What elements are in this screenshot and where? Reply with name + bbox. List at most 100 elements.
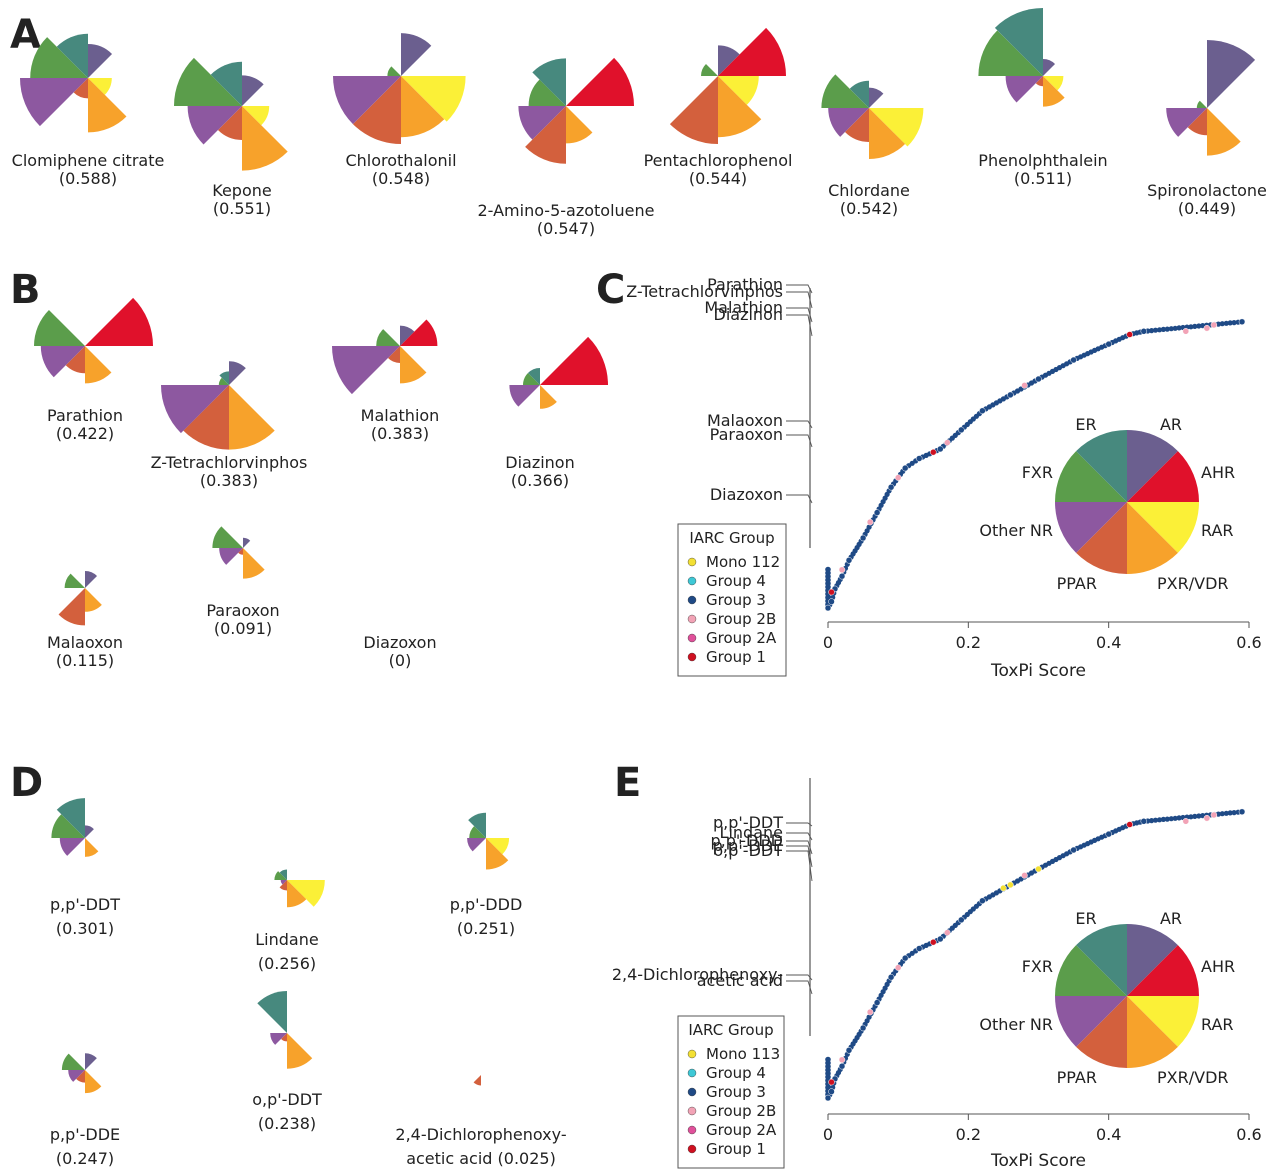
key-slice-fxr — [1055, 451, 1127, 502]
chemical-name: p,p'-DDT — [50, 895, 120, 914]
legend-entry: Group 4 — [706, 572, 766, 590]
toxpi-slice-ppar — [1035, 76, 1043, 87]
toxpi-slice-pxrvdr — [287, 1033, 313, 1069]
data-point — [1035, 865, 1042, 873]
toxpi-slice-pxrvdr — [400, 346, 427, 384]
annotation-label: Z-Tetrachlorvinphos — [626, 282, 783, 301]
toxpi-score: (0.383) — [200, 471, 258, 490]
data-point — [1160, 816, 1166, 823]
data-point — [1035, 375, 1042, 383]
data-point — [1227, 320, 1233, 326]
key-slice-ppar — [1076, 502, 1127, 574]
data-point — [944, 929, 951, 936]
toxpi-slice-fxr — [61, 1053, 85, 1070]
panel-b-0-toxpi — [34, 297, 153, 384]
legend-swatch — [687, 557, 697, 567]
panel-label-e: E — [614, 760, 641, 806]
toxpi-slice-fxr — [701, 63, 718, 76]
data-point — [1000, 884, 1007, 892]
key-label: PPAR — [1057, 1068, 1097, 1087]
toxpi-slice-er — [994, 8, 1043, 76]
toxpi-slice-er — [468, 812, 486, 838]
x-tick-label: 0.6 — [1236, 633, 1261, 652]
data-point — [1203, 324, 1211, 332]
data-point — [825, 566, 831, 573]
toxpi-slice-ar — [718, 45, 740, 76]
data-point — [1168, 326, 1174, 332]
legend-swatch — [687, 1049, 697, 1059]
data-point — [1164, 326, 1170, 332]
toxpi-slice-othernr — [509, 385, 540, 407]
legend-entry: Group 1 — [706, 1140, 766, 1158]
toxpi-key-pie: ER AR AHR RAR PXR/VDR PPAR Other NR FXR — [979, 909, 1235, 1087]
panel-b-5-toxpi — [212, 526, 265, 579]
toxpi-slice-er — [56, 33, 88, 78]
legend-entry: Mono 113 — [706, 1045, 780, 1063]
toxpi-key-pie: ER AR AHR RAR PXR/VDR PPAR Other NR FXR — [979, 415, 1235, 593]
data-point — [825, 1056, 831, 1063]
leader-line — [786, 840, 813, 855]
chemical-name: Diazinon — [505, 453, 574, 472]
toxpi-slice-fxr — [174, 57, 242, 106]
key-label: ER — [1075, 415, 1096, 434]
data-point — [930, 448, 937, 456]
legend-entry: Group 2B — [706, 1102, 776, 1120]
x-tick-label: 0.6 — [1236, 1125, 1261, 1144]
series-mono-113 — [1000, 865, 1042, 892]
data-point — [901, 954, 909, 962]
toxpi-slice-fxr — [528, 79, 566, 106]
chemical-name: Kepone — [212, 181, 271, 200]
toxpi-score: (0.091) — [214, 619, 272, 638]
toxpi-slice-pxrvdr — [718, 76, 762, 138]
legend-swatch — [687, 633, 697, 643]
legend-title: IARC Group — [688, 1021, 773, 1039]
panel-a-6-toxpi — [978, 8, 1065, 107]
toxpi-profiles: Clomiphene citrate(0.588) Kepone(0.551) Ch… — [12, 8, 1267, 1168]
toxpi-score: (0.256) — [258, 954, 316, 973]
toxpi-score: (0.548) — [372, 169, 430, 188]
chemical-name: Chlorothalonil — [345, 151, 456, 170]
toxpi-slice-ahr — [85, 297, 153, 346]
toxpi-slice-ppar — [76, 1070, 85, 1083]
toxpi-score: (0.542) — [840, 199, 898, 218]
chemical-name: 2,4-Dichlorophenoxy- — [395, 1125, 566, 1144]
leader-line — [786, 291, 813, 309]
data-point — [828, 588, 835, 596]
key-label: Other NR — [979, 521, 1053, 540]
data-point — [1126, 331, 1133, 338]
toxpi-slice-ppar — [281, 1033, 287, 1042]
data-point — [1196, 813, 1202, 819]
data-point — [1188, 814, 1194, 820]
data-point — [1188, 324, 1194, 330]
toxpi-slice-ppar — [217, 106, 242, 140]
key-slice-ahr — [1127, 945, 1199, 996]
toxpi-slice-ppar — [279, 880, 287, 891]
legend-swatch — [687, 1144, 697, 1154]
data-point — [824, 604, 832, 612]
toxpi-slice-ar — [229, 361, 246, 385]
key-slice-ar — [1127, 430, 1178, 502]
toxpi-slice-othernr — [270, 1033, 287, 1045]
key-label: FXR — [1022, 463, 1053, 482]
key-label: AHR — [1201, 463, 1235, 482]
data-point — [1156, 817, 1163, 823]
data-point — [979, 897, 986, 905]
toxpi-slice-ppar — [65, 346, 85, 374]
data-point — [915, 945, 923, 952]
chemical-name: Pentachlorophenol — [644, 151, 793, 170]
key-slice-er — [1076, 924, 1127, 996]
toxpi-score: (0.301) — [56, 919, 114, 938]
chemical-name: Lindane — [255, 930, 318, 949]
data-point — [887, 483, 895, 491]
toxpi-slice-rar — [401, 76, 466, 122]
legend-swatch — [687, 595, 697, 605]
toxpi-slice-ahr — [400, 319, 438, 346]
toxpi-slice-othernr — [40, 346, 85, 378]
chemical-name: Parathion — [47, 406, 123, 425]
leader-line — [786, 314, 813, 337]
x-tick-label: 0 — [823, 1125, 833, 1144]
toxpi-slice-ppar — [525, 106, 566, 164]
key-label: PPAR — [1057, 574, 1097, 593]
score-plots: 0 0.2 0.4 0.6 ToxPi Score ParathionZ-Tetrachl… — [612, 275, 1262, 1171]
data-point — [866, 1008, 874, 1016]
